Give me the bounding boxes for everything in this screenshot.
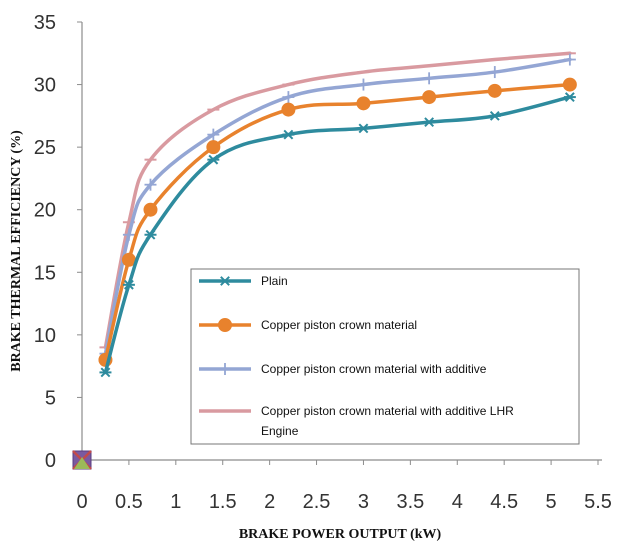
data-point <box>281 102 296 117</box>
data-point <box>423 72 436 85</box>
series-2 <box>98 77 577 367</box>
legend-label: Engine <box>261 424 299 438</box>
data-point <box>99 367 112 378</box>
x-axis-title: BRAKE POWER OUTPUT (kW) <box>239 527 442 542</box>
data-point <box>206 140 221 155</box>
x-tick-label: 0.5 <box>115 491 143 513</box>
y-axis-title: BRAKE THERMAL EFFICIENCY (%) <box>9 130 24 372</box>
data-point <box>218 318 232 332</box>
series-layer <box>98 51 577 378</box>
data-point <box>488 66 501 79</box>
x-tick-label: 1 <box>170 491 181 513</box>
legend-label: Copper piston crown material <box>261 318 417 332</box>
data-point <box>207 154 220 165</box>
data-point <box>356 96 371 111</box>
data-point <box>144 178 157 191</box>
y-tick-label: 20 <box>34 200 56 222</box>
data-point <box>487 83 502 98</box>
data-point <box>422 90 437 105</box>
data-point <box>282 91 295 104</box>
data-point <box>122 228 135 241</box>
x-tick-label: 3.5 <box>396 491 424 513</box>
data-point <box>219 363 231 375</box>
y-tick-label: 25 <box>34 137 56 159</box>
legend-item-1: Plain <box>199 274 288 288</box>
legend-item-4: Copper piston crown material with additi… <box>199 404 514 438</box>
data-point <box>488 110 501 121</box>
x-tick-label: 3 <box>358 491 369 513</box>
data-point <box>563 53 576 66</box>
x-tick-label: 2.5 <box>303 491 331 513</box>
data-point <box>143 202 158 217</box>
y-tick-label: 5 <box>45 387 56 409</box>
y-tick-label: 0 <box>45 450 56 472</box>
x-tick-label: 4 <box>452 491 463 513</box>
data-point <box>423 117 436 128</box>
legend-label: Copper piston crown material with additi… <box>261 404 514 418</box>
y-tick-label: 15 <box>34 262 56 284</box>
data-point <box>562 77 577 92</box>
data-point <box>357 123 370 134</box>
legend: Plain Copper piston crown material Copper … <box>190 268 580 445</box>
y-tick-label: 30 <box>34 75 56 97</box>
x-tick-label: 0 <box>76 491 87 513</box>
data-point <box>282 129 295 140</box>
legend-item-2: Copper piston crown material <box>199 318 417 332</box>
data-point <box>207 128 220 141</box>
data-point <box>144 229 157 240</box>
x-tick-label: 5.5 <box>584 491 612 513</box>
data-point <box>122 279 135 290</box>
legend-item-3: Copper piston crown material with additi… <box>199 362 487 376</box>
data-point <box>563 92 576 102</box>
data-point <box>219 276 231 286</box>
legend-box <box>190 268 580 445</box>
x-tick-label: 4.5 <box>490 491 518 513</box>
origin-marker-layer <box>72 450 92 470</box>
x-tick-label: 2 <box>264 491 275 513</box>
data-point <box>357 78 370 91</box>
series-1 <box>99 92 576 378</box>
legend-label: Copper piston crown material with additi… <box>261 362 487 376</box>
x-tick-label: 5 <box>546 491 557 513</box>
x-tick-label: 1.5 <box>209 491 237 513</box>
origin-marker <box>72 450 92 470</box>
y-tick-label: 10 <box>34 325 56 347</box>
axes: 0 5 10 15 20 25 30 35 0 0.5 1 1.5 2 2.5 3 3.5 4 4.5 5 5.5 <box>34 12 612 513</box>
y-tick-label: 35 <box>34 12 56 34</box>
legend-label: Plain <box>261 274 288 288</box>
series-line <box>103 51 572 350</box>
